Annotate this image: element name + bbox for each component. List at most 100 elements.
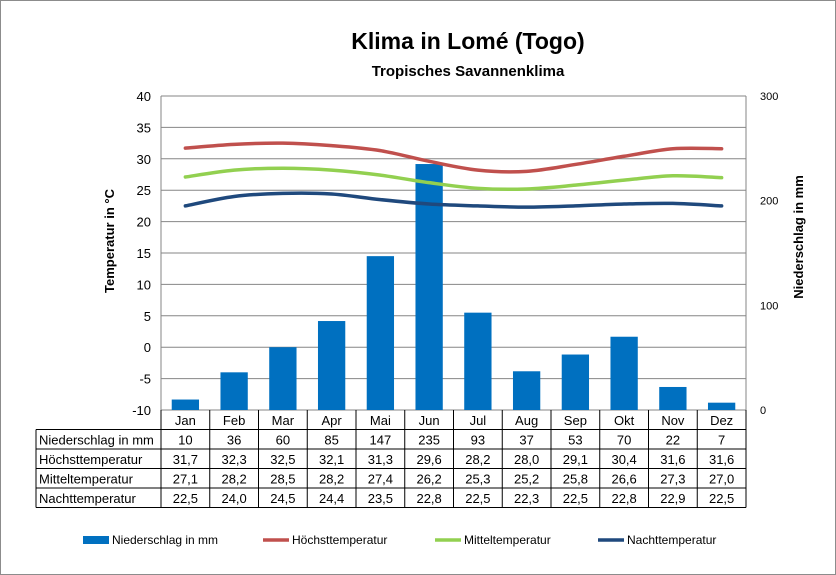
- table-cell: 28,2: [319, 472, 344, 487]
- table-cell: 23,5: [368, 491, 393, 506]
- y-left-tick-label: 35: [137, 120, 151, 135]
- y-left-tick-label: 20: [137, 215, 151, 230]
- y-axis-left-title: Temperatur in °C: [102, 188, 117, 293]
- table-cell: 22: [666, 433, 680, 448]
- table-row-header: Niederschlag in mm: [39, 433, 154, 448]
- table-cell: 36: [227, 433, 241, 448]
- legend-label: Niederschlag in mm: [112, 533, 218, 547]
- table-cell: 22,5: [465, 491, 490, 506]
- table-cell: 32,1: [319, 452, 344, 467]
- precipitation-bar: [171, 399, 200, 410]
- table-cell: 22,5: [563, 491, 588, 506]
- table-cell: 30,4: [611, 452, 636, 467]
- precipitation-bar: [269, 347, 297, 410]
- x-tick-label: Apr: [322, 413, 343, 428]
- table-cell: 22,8: [611, 491, 636, 506]
- table-cell: 31,6: [709, 452, 734, 467]
- y-left-tick-label: 25: [137, 183, 151, 198]
- table-cell: 32,5: [270, 452, 295, 467]
- table-cell: 22,8: [416, 491, 441, 506]
- x-tick-label: Feb: [223, 413, 245, 428]
- y-left-tick-label: 15: [137, 246, 151, 261]
- precipitation-bar: [317, 321, 346, 410]
- axes: 40 35 30 25 20 15 10 5 0 -5 -10 300 200 100 0: [132, 89, 778, 418]
- table-cell: 24,4: [319, 491, 344, 506]
- table-cell: 31,3: [368, 452, 393, 467]
- table-cell: 53: [568, 433, 582, 448]
- table-cell: 235: [418, 433, 440, 448]
- data-table: Jan Feb Mar Apr Mai Jun Jul Aug Sep Okt Nov Dez Nied…: [35, 410, 747, 508]
- y-axis-right-title: Niederschlag in mm: [791, 175, 806, 299]
- table-cell: 28,2: [465, 452, 490, 467]
- precipitation-bar: [610, 336, 638, 410]
- series-line-mitteltemperatur: [183, 166, 724, 192]
- table-cell: 22,3: [514, 491, 539, 506]
- table-cell: 31,6: [660, 452, 685, 467]
- x-tick-label: Okt: [614, 413, 635, 428]
- precipitation-bar: [512, 371, 541, 410]
- table-cell: 28,0: [514, 452, 539, 467]
- table-cell: 27,3: [660, 472, 685, 487]
- table-cell: 26,2: [416, 472, 441, 487]
- legend-label: Nachttemperatur: [627, 533, 716, 547]
- x-tick-label: Jun: [419, 413, 440, 428]
- y-right-tick-label: 100: [760, 300, 778, 312]
- x-tick-label: Sep: [564, 413, 587, 428]
- table-cell: 22,9: [660, 491, 685, 506]
- precipitation-bars: [171, 164, 736, 410]
- table-cell: 29,6: [416, 452, 441, 467]
- table-cell: 70: [617, 433, 631, 448]
- x-tick-label: Mai: [370, 413, 391, 428]
- x-tick-label: Dez: [710, 413, 733, 428]
- table-cell: 29,1: [563, 452, 588, 467]
- table-cell: 25,3: [465, 472, 490, 487]
- y-left-tick-label: 5: [144, 309, 151, 324]
- table-cell: 10: [178, 433, 192, 448]
- table-cell: 27,4: [368, 472, 393, 487]
- y-left-tick-label: 10: [137, 277, 151, 292]
- table-cell: 24,5: [270, 491, 295, 506]
- table-cell: 60: [276, 433, 290, 448]
- table-cell: 37: [519, 433, 533, 448]
- x-tick-label: Jan: [175, 413, 196, 428]
- x-tick-label: Jul: [470, 413, 487, 428]
- chart-title: Klima in Lomé (Togo): [351, 28, 584, 54]
- x-tick-label: Aug: [515, 413, 538, 428]
- temperature-lines: [183, 141, 724, 209]
- table-cell: 147: [370, 433, 392, 448]
- table-cell: 22,5: [709, 491, 734, 506]
- legend-label: Höchsttemperatur: [292, 533, 387, 547]
- table-cell: 28,2: [221, 472, 246, 487]
- table-cell: 27,0: [709, 472, 734, 487]
- table-cell: 22,5: [173, 491, 198, 506]
- legend-label: Mitteltemperatur: [464, 533, 551, 547]
- series-line-höchsttemperatur: [183, 141, 724, 174]
- table-cell: 25,8: [563, 472, 588, 487]
- table-row-header: Nachttemperatur: [39, 491, 136, 506]
- precipitation-bar: [464, 312, 492, 410]
- table-cell: 26,6: [611, 472, 636, 487]
- precipitation-bar: [659, 386, 687, 410]
- x-tick-label: Nov: [661, 413, 685, 428]
- chart-subtitle: Tropisches Savannenklima: [372, 63, 565, 80]
- precipitation-bar: [561, 354, 590, 410]
- precipitation-bar: [415, 164, 443, 410]
- table-cell: 32,3: [221, 452, 246, 467]
- table-row-header: Mitteltemperatur: [39, 472, 134, 487]
- legend: Niederschlag in mm Höchsttemperatur Mittel…: [83, 533, 716, 547]
- y-right-tick-label: 300: [760, 91, 778, 103]
- precipitation-bar: [707, 402, 736, 410]
- x-tick-label: Mar: [272, 413, 295, 428]
- series-line-nachttemperatur: [183, 191, 724, 209]
- y-left-tick-label: 0: [144, 340, 151, 355]
- y-left-tick-label: 30: [137, 152, 151, 167]
- table-row-header: Höchsttemperatur: [39, 452, 143, 467]
- table-cell: 27,1: [173, 472, 198, 487]
- y-right-tick-label: 0: [760, 405, 766, 417]
- table-cell: 24,0: [221, 491, 246, 506]
- legend-swatch: [83, 536, 109, 544]
- y-right-tick-label: 200: [760, 196, 778, 208]
- table-cell: 31,7: [173, 452, 198, 467]
